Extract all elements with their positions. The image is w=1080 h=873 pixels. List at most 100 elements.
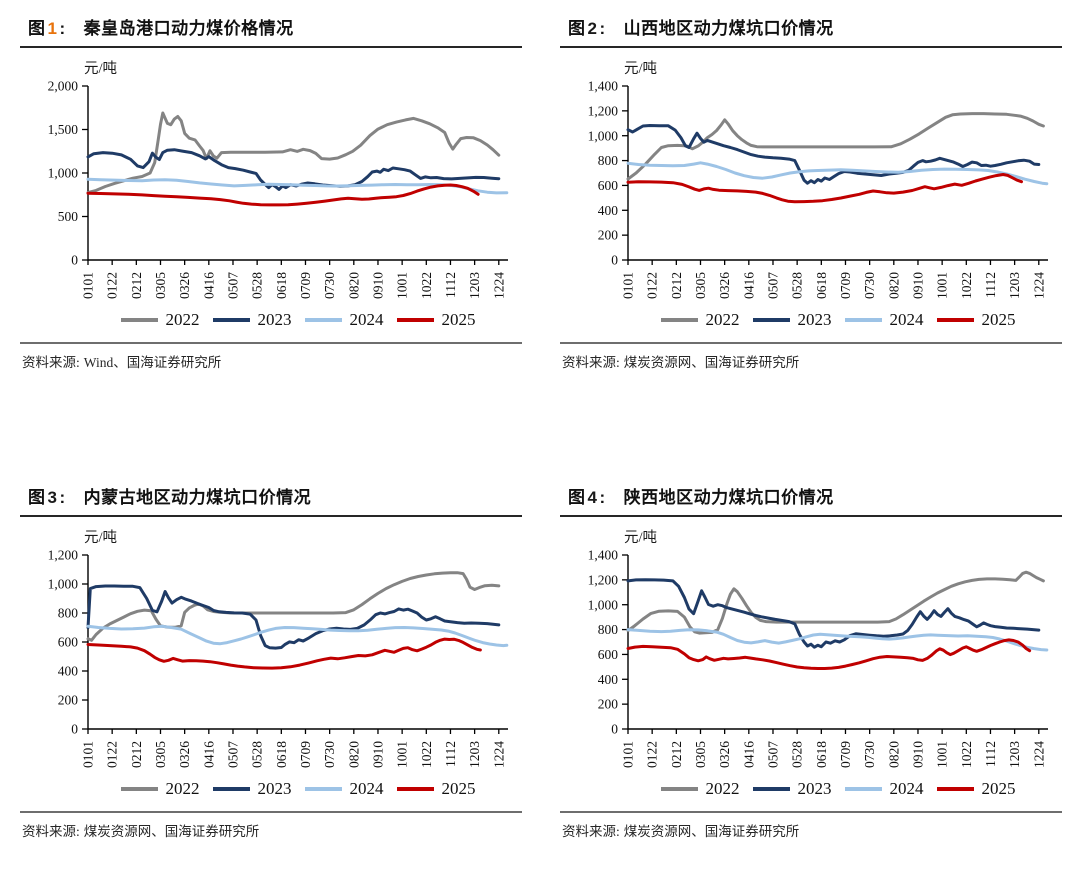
x-tick-label: 1022 [419, 741, 434, 768]
legend-label-2024: 2024 [889, 779, 924, 798]
x-tick-label: 0212 [129, 741, 144, 768]
x-tick-label: 1224 [1031, 741, 1046, 768]
x-tick-label: 0910 [910, 741, 925, 768]
figure-colon: : [599, 19, 606, 38]
series-line-2022 [626, 112, 1045, 181]
legend-swatch-2025 [936, 787, 974, 791]
legend-item-2024: 2024 [844, 779, 924, 799]
series-line-2023 [86, 584, 501, 650]
x-tick-label: 1203 [1007, 272, 1022, 299]
y-tick-label: 0 [611, 253, 618, 268]
x-tick-label: 0618 [814, 272, 829, 299]
legend-item-2023: 2023 [752, 310, 832, 330]
x-tick-label: 0416 [201, 272, 216, 299]
x-tick-label: 0820 [886, 741, 901, 768]
x-tick-label: 0326 [177, 741, 192, 768]
legend-item-2024: 2024 [844, 310, 924, 330]
y-tick-label: 1,000 [588, 128, 619, 143]
figures-grid: 图 1: 秦皇岛港口动力煤价格情况 元/吨 0 500 1,000 1,500 2,000 0… [20, 12, 1062, 840]
x-tick-label: 0326 [717, 741, 732, 768]
figure: 图 3: 内蒙古地区动力煤坑口价情况 元/吨 0 200 400 600 800 1,000 1… [20, 481, 522, 840]
source-label: 资料来源: [22, 355, 80, 370]
x-tick-label: 0416 [741, 741, 756, 768]
line-chart-fig3: 0 200 400 600 800 1,000 1,200 0101 0122 0212 0305 0… [48, 548, 509, 768]
x-tick-label: 0709 [838, 741, 853, 768]
series-line-2023 [626, 124, 1041, 185]
x-tick-label: 1224 [1031, 272, 1046, 299]
x-tick-label: 0122 [105, 272, 120, 299]
y-tick-label: 400 [598, 672, 619, 687]
y-tick-label: 0 [611, 722, 618, 737]
legend-label-2024: 2024 [889, 310, 924, 329]
figure-label-prefix: 图 [28, 488, 46, 507]
legend-label-2022: 2022 [705, 310, 740, 329]
y-tick-label: 1,000 [48, 577, 79, 592]
x-tick-label: 0528 [790, 741, 805, 768]
legend-item-2022: 2022 [120, 779, 200, 799]
figure-title-text: 内蒙古地区动力煤坑口价情况 [83, 488, 312, 507]
legend-swatch-2025 [396, 787, 434, 791]
y-axis-unit-label: 元/吨 [624, 530, 658, 546]
x-tick-label: 0507 [225, 272, 240, 299]
y-tick-label: 800 [598, 622, 619, 637]
series-line-2023 [626, 578, 1041, 649]
legend-swatch-2022 [120, 787, 158, 791]
legend-swatch-2023 [212, 318, 250, 322]
figure-title: 图 2: 山西地区动力煤坑口价情况 [560, 12, 1062, 48]
x-tick-label: 0618 [274, 272, 289, 299]
legend-label-2025: 2025 [441, 779, 476, 798]
x-tick-label: 0528 [250, 741, 265, 768]
x-tick-label: 0122 [105, 741, 120, 768]
x-tick-label: 0305 [153, 272, 168, 299]
legend-label-2022: 2022 [165, 779, 200, 798]
y-tick-label: 1,200 [588, 572, 619, 587]
x-tick-label: 0507 [225, 741, 240, 768]
y-tick-label: 1,400 [588, 79, 619, 94]
figure-body: 元/吨 0 200 400 600 800 1,000 1,200 0101 0122 0212 0… [20, 517, 522, 799]
legend-swatch-2023 [752, 787, 790, 791]
source-text: 煤炭资源网、国海证券研究所 [83, 824, 260, 839]
x-tick-label: 0305 [693, 272, 708, 299]
x-tick-label: 1001 [935, 272, 950, 299]
source-note: 资料来源: 煤炭资源网、国海证券研究所 [560, 811, 1062, 840]
y-tick-label: 2,000 [48, 79, 79, 94]
y-tick-label: 600 [58, 635, 79, 650]
figure-title-text: 秦皇岛港口动力煤价格情况 [83, 19, 294, 38]
x-tick-label: 0910 [370, 272, 385, 299]
legend-swatch-2022 [660, 318, 698, 322]
y-tick-label: 1,400 [588, 548, 619, 563]
chart-legend: 2022 2023 2024 2025 [628, 310, 1048, 330]
legend-item-2022: 2022 [660, 310, 740, 330]
x-tick-label: 0910 [370, 741, 385, 768]
figure-label-prefix: 图 [568, 19, 586, 38]
y-axis-unit-label: 元/吨 [84, 61, 118, 77]
y-tick-label: 600 [598, 178, 619, 193]
legend-label-2024: 2024 [349, 779, 384, 798]
x-tick-label: 0101 [621, 272, 636, 299]
figure: 图 2: 山西地区动力煤坑口价情况 元/吨 0 200 400 600 800 1,000 1,… [560, 12, 1062, 371]
figure-title-text: 山西地区动力煤坑口价情况 [623, 19, 834, 38]
figure-label-prefix: 图 [568, 488, 586, 507]
legend-item-2022: 2022 [120, 310, 200, 330]
x-tick-label: 1022 [419, 272, 434, 299]
x-tick-label: 0416 [741, 272, 756, 299]
x-tick-label: 0618 [274, 741, 289, 768]
x-tick-label: 0820 [886, 272, 901, 299]
legend-item-2023: 2023 [752, 779, 832, 799]
x-tick-label: 1022 [959, 741, 974, 768]
x-tick-label: 0528 [790, 272, 805, 299]
legend-label-2025: 2025 [981, 779, 1016, 798]
x-tick-label: 0730 [322, 741, 337, 768]
chart-legend: 2022 2023 2024 2025 [88, 779, 508, 799]
legend-swatch-2022 [120, 318, 158, 322]
y-tick-label: 1,200 [588, 103, 619, 118]
legend-swatch-2022 [660, 787, 698, 791]
x-tick-label: 0101 [81, 272, 96, 299]
x-tick-label: 0416 [201, 741, 216, 768]
x-tick-label: 0305 [153, 741, 168, 768]
legend-label-2025: 2025 [981, 310, 1016, 329]
series-line-2023 [86, 148, 501, 191]
series-line-2024 [626, 161, 1049, 186]
x-tick-label: 0326 [177, 272, 192, 299]
